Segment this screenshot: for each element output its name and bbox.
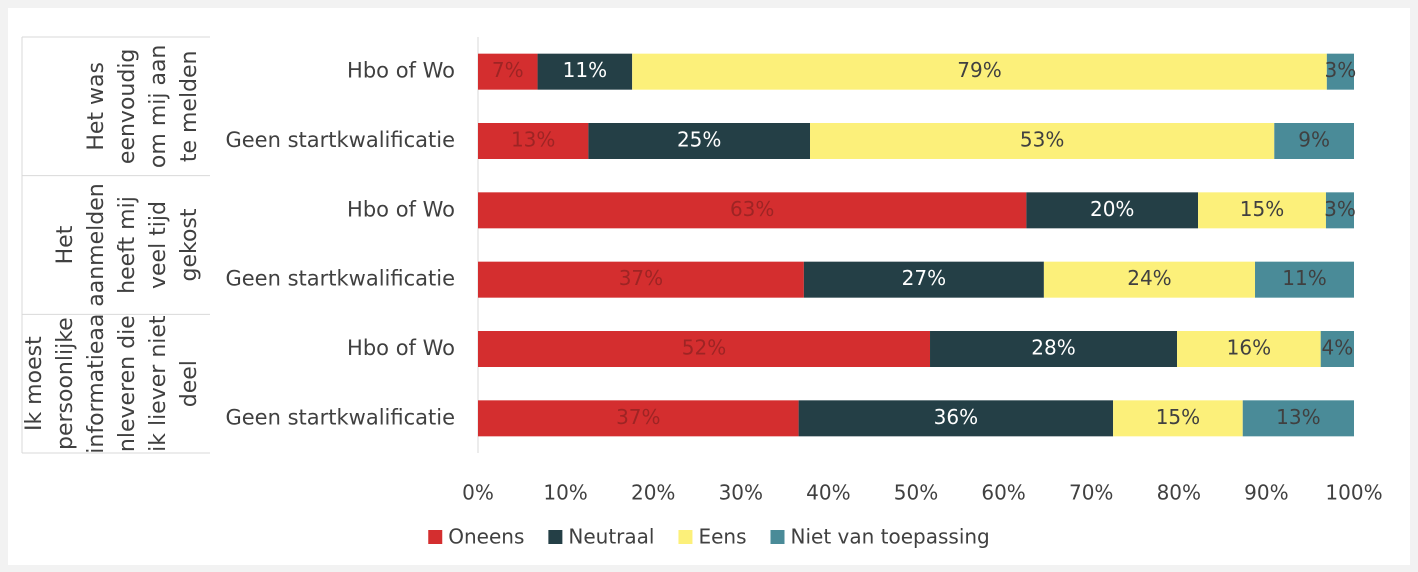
data-label: 28%: [1031, 336, 1075, 360]
bar-segment: [1113, 400, 1243, 437]
group-label: Het: [53, 225, 78, 264]
data-label: 13%: [1276, 405, 1320, 429]
data-label: 4%: [1321, 336, 1353, 360]
bar-segment: [1242, 400, 1354, 437]
category-label: Hbo of Wo: [347, 336, 455, 360]
bar-segment: [1274, 123, 1354, 159]
group-label: ik liever niet: [146, 315, 171, 452]
bar-segment: [1026, 192, 1199, 229]
group-label: veel tijd: [146, 201, 171, 289]
x-tick-label: 70%: [1069, 481, 1113, 505]
legend-swatch: [548, 530, 563, 544]
data-label: 37%: [619, 266, 663, 290]
data-label: 15%: [1240, 197, 1284, 221]
data-label: 36%: [934, 405, 978, 429]
x-tick-label: 10%: [543, 481, 587, 505]
bar-segment: [1043, 261, 1256, 298]
bar-segment: [478, 53, 538, 90]
data-label: 3%: [1324, 197, 1356, 221]
data-label: 24%: [1127, 266, 1171, 290]
data-label: 3%: [1325, 58, 1357, 82]
group-label: informatieaa: [84, 314, 109, 454]
x-tick-label: 30%: [719, 481, 763, 505]
group-label: eenvoudig: [115, 49, 140, 164]
category-label: Geen startkwalificatie: [225, 405, 455, 429]
group-label: Het was: [84, 62, 109, 151]
legend-swatch: [678, 530, 693, 544]
group-label: te melden: [177, 50, 202, 162]
data-label: 7%: [492, 58, 524, 82]
group-label: heeft mij: [115, 196, 140, 294]
data-label: 9%: [1298, 128, 1330, 152]
bar-segment: [478, 123, 589, 159]
data-label: 13%: [511, 128, 555, 152]
data-label: 16%: [1227, 336, 1271, 360]
bar-segment: [478, 400, 799, 437]
legend-swatch: [428, 530, 443, 544]
category-label: Hbo of Wo: [347, 197, 455, 221]
data-label: 20%: [1090, 197, 1134, 221]
group-label: deel: [177, 360, 202, 407]
legend-label: Oneens: [448, 525, 524, 549]
legend-label: Neutraal: [568, 525, 654, 549]
x-tick-label: 60%: [981, 481, 1025, 505]
bar-segment: [1255, 261, 1354, 298]
bar-segment: [1320, 331, 1354, 367]
x-tick-label: 100%: [1325, 481, 1382, 505]
data-label: 53%: [1020, 128, 1064, 152]
legend-swatch: [770, 530, 785, 544]
bar-segment: [588, 123, 811, 159]
x-tick-label: 40%: [806, 481, 850, 505]
bar-segment: [537, 53, 633, 90]
legend-label: Eens: [698, 525, 746, 549]
data-label: 63%: [730, 197, 774, 221]
data-label: 27%: [902, 266, 946, 290]
group-label: aanmelden: [84, 183, 109, 306]
x-tick-label: 20%: [631, 481, 675, 505]
x-tick-label: 90%: [1244, 481, 1288, 505]
bar-segment: [478, 192, 1027, 229]
x-tick-label: 80%: [1157, 481, 1201, 505]
data-label: 52%: [682, 336, 726, 360]
x-tick-label: 50%: [894, 481, 938, 505]
bar-segment: [632, 53, 1327, 90]
bar-segment: [803, 261, 1044, 298]
bar-segment: [478, 261, 804, 298]
bar-segment: [810, 123, 1275, 159]
legend-label: Niet van toepassing: [791, 525, 990, 549]
bar-segment: [1177, 331, 1321, 367]
category-label: Geen startkwalificatie: [225, 267, 455, 291]
group-label: gekost: [177, 208, 202, 281]
group-label: Ik moest: [22, 336, 47, 431]
data-label: 11%: [1282, 266, 1326, 290]
x-tick-label: 0%: [462, 481, 494, 505]
data-label: 37%: [616, 405, 660, 429]
bar-segment: [930, 331, 1178, 367]
bar-segment: [1198, 192, 1326, 229]
data-label: 11%: [563, 58, 607, 82]
bar-segment: [1326, 53, 1354, 90]
group-label: nleveren die: [115, 315, 140, 452]
bar-segment: [478, 331, 931, 367]
data-label: 79%: [957, 58, 1001, 82]
group-label: persoonlijke: [53, 317, 78, 450]
bar-segment: [798, 400, 1114, 437]
category-label: Geen startkwalificatie: [225, 128, 455, 152]
data-label: 25%: [677, 128, 721, 152]
bar-segment: [1325, 192, 1354, 229]
category-label: Hbo of Wo: [347, 59, 455, 83]
data-label: 15%: [1156, 405, 1200, 429]
group-label: om mij aan: [146, 45, 171, 168]
